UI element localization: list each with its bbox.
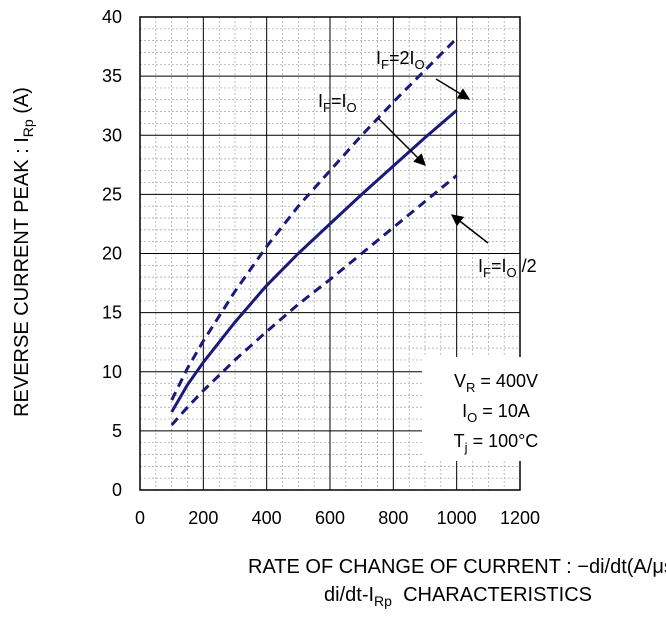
series-label: IF=IO [318, 91, 357, 115]
y-tick-labels: 0 5 10 15 20 25 30 35 40 [102, 7, 122, 500]
condition-line: Tj = 100°C [454, 431, 539, 455]
label-arrows [377, 78, 489, 244]
x-tick-label: 1000 [437, 508, 477, 528]
condition-sub: R [466, 380, 475, 395]
caption-sub: Rp [374, 593, 392, 609]
y-axis-label: REVERSE CURRENT PEAK : IRp (A) [11, 87, 36, 417]
x-tick-labels: 0 200 400 600 800 1000 1200 [135, 508, 540, 528]
label-arrow [377, 117, 426, 166]
condition-value: = 400V [475, 371, 538, 391]
series-label-sub: F [381, 57, 389, 72]
series-line [170, 109, 458, 413]
series-line [170, 174, 458, 426]
series-lines [170, 37, 458, 426]
series-label-sub: O [415, 57, 425, 72]
series-label: IF=2IO [376, 48, 425, 72]
conditions-box: VR = 400V IO = 10A Tj = 100°C [422, 357, 570, 461]
series-label-part: /2 [517, 256, 537, 276]
y-tick-label: 0 [112, 480, 122, 500]
condition-value: = 10A [477, 401, 530, 421]
y-tick-label: 15 [102, 303, 122, 323]
major-grid [140, 17, 520, 490]
y-axis-label-sub: Rp [20, 119, 36, 137]
condition-symbol: T [454, 431, 465, 451]
condition-value: = 100°C [468, 431, 539, 451]
y-axis-label-part: REVERSE CURRENT PEAK : I [11, 137, 33, 417]
series-line [170, 37, 458, 401]
series-label-sub: O [346, 100, 356, 115]
caption-pre: di/dt-I [324, 584, 375, 606]
series-label-part: =2I [389, 48, 415, 68]
series-label-sub: O [506, 265, 516, 280]
y-tick-label: 35 [102, 66, 122, 86]
label-arrow [435, 78, 471, 100]
x-tick-label: 800 [378, 508, 408, 528]
label-arrow [451, 214, 489, 244]
condition-sub: O [467, 410, 477, 425]
series-label-part: =I [491, 256, 507, 276]
series-label-part: I [318, 91, 323, 111]
x-axis-label: RATE OF CHANGE OF CURRENT : −di/dt(A/μs) [248, 556, 666, 578]
y-tick-label: 10 [102, 362, 122, 382]
plot-frame [139, 16, 521, 491]
series-label-sub: F [323, 100, 331, 115]
series-label-part: =I [331, 91, 347, 111]
y-tick-label: 25 [102, 184, 122, 204]
x-tick-label: 600 [315, 508, 345, 528]
x-tick-label: 0 [135, 508, 145, 528]
condition-line: VR = 400V [454, 371, 538, 395]
conditions-background [422, 357, 570, 461]
series-label-part: I [478, 256, 483, 276]
chart-caption: di/dt-IRp CHARACTERISTICS [248, 584, 666, 609]
condition-sub: j [464, 440, 468, 455]
series-label: IF=IO /2 [478, 256, 537, 280]
x-tick-label: 400 [252, 508, 282, 528]
series-label-part: I [376, 48, 381, 68]
condition-symbol: I [462, 401, 467, 421]
y-tick-label: 40 [102, 7, 122, 27]
condition-line: IO = 10A [462, 401, 530, 425]
y-axis-label-part: (A) [11, 87, 33, 119]
caption-post: CHARACTERISTICS [391, 584, 592, 606]
di-dt-chart: 0 200 400 600 800 1000 1200 0 5 10 15 20 25 30 35 40 I… [11, 7, 570, 528]
x-tick-label: 200 [188, 508, 218, 528]
y-tick-label: 30 [102, 125, 122, 145]
series-label-sub: F [483, 265, 491, 280]
y-tick-label: 20 [102, 244, 122, 264]
condition-symbol: V [454, 371, 466, 391]
x-tick-label: 1200 [500, 508, 540, 528]
y-tick-label: 5 [112, 421, 122, 441]
